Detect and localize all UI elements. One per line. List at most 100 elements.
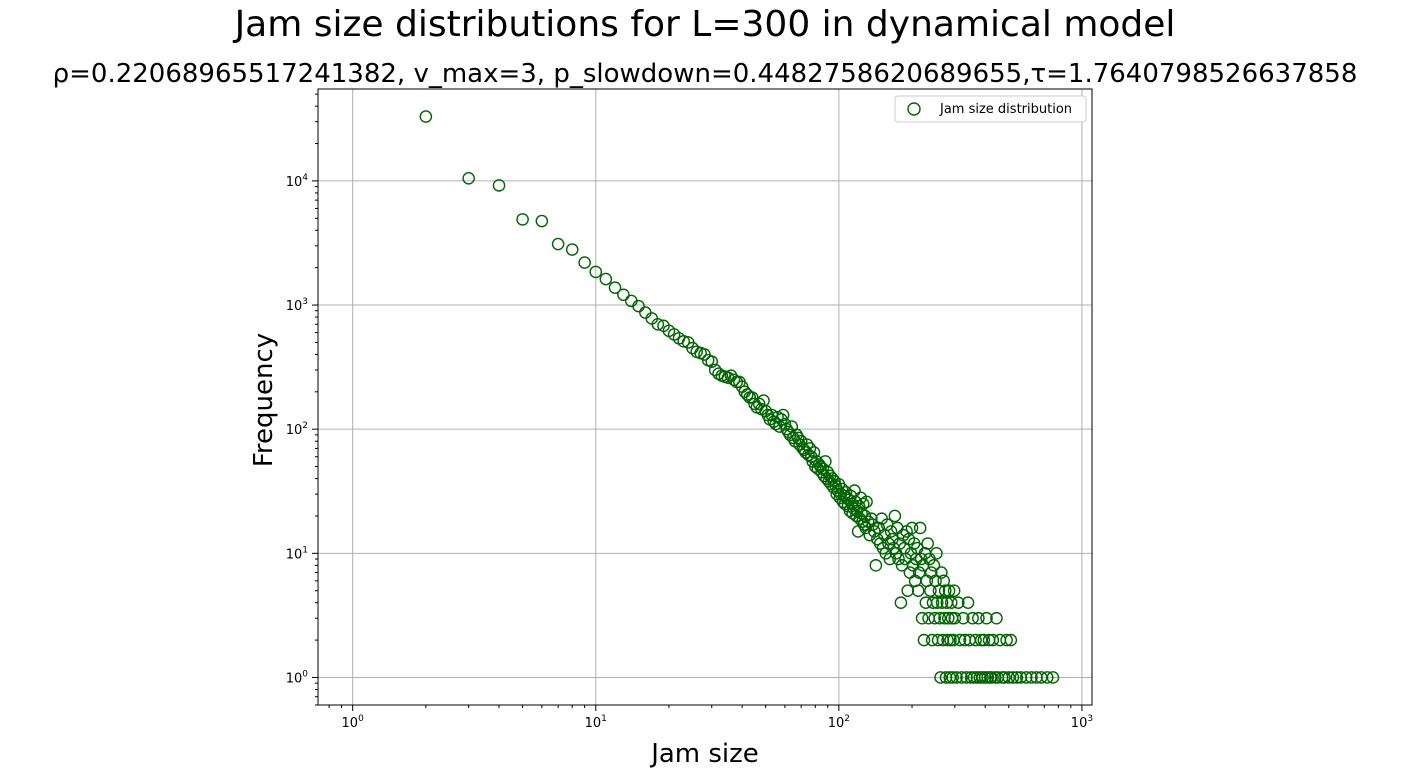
- data-point: [516, 213, 529, 226]
- data-point: [952, 596, 965, 610]
- legend: Jam size distribution: [894, 95, 1087, 123]
- data-point: [632, 299, 645, 313]
- data-point: [745, 391, 759, 404]
- data-point: [791, 431, 805, 445]
- data-point: [1002, 671, 1016, 684]
- y-axis-label: Frequency: [249, 333, 279, 467]
- data-point: [860, 495, 873, 509]
- y-tick-label: 102: [286, 421, 308, 438]
- x-tick-label: 100: [342, 714, 365, 731]
- data-point: [938, 584, 952, 597]
- data-point: [928, 611, 942, 625]
- data-point: [551, 237, 565, 251]
- data-point: [565, 243, 579, 256]
- data-point: [950, 671, 963, 684]
- legend-marker: [907, 102, 921, 116]
- data-point: [966, 611, 979, 625]
- data-point: [956, 611, 970, 625]
- data-point: [961, 596, 975, 610]
- data-point: [1006, 671, 1020, 684]
- data-point: [1000, 633, 1013, 647]
- data-point: [986, 633, 1000, 647]
- chart-subtitle: ρ=0.22068965517241382, v_max=3, p_slowdo…: [53, 59, 1358, 89]
- data-point: [651, 317, 665, 331]
- data-point: [1040, 671, 1054, 684]
- data-point: [1010, 671, 1024, 684]
- data-point: [980, 611, 993, 625]
- data-point: [912, 566, 926, 579]
- data-point: [589, 265, 603, 279]
- y-tick-label: 100: [286, 669, 309, 686]
- data-point: [608, 281, 622, 294]
- grid-lines: [318, 89, 1092, 705]
- x-axis-label: Jam size: [649, 739, 759, 769]
- data-point: [776, 408, 790, 422]
- plot-area-frame: [317, 88, 1093, 706]
- data-point: [990, 611, 1003, 625]
- data-point: [677, 335, 691, 348]
- data-point: [855, 507, 868, 520]
- data-point: [944, 633, 957, 647]
- data-point: [886, 532, 899, 546]
- data-point: [462, 171, 475, 185]
- data-point: [617, 288, 630, 302]
- data-point: [960, 671, 973, 684]
- data-point: [535, 214, 549, 228]
- data-point: [942, 584, 956, 597]
- data-point: [599, 272, 613, 286]
- data-point: [1019, 671, 1033, 684]
- legend-label: Jam size distribution: [939, 102, 1072, 117]
- data-point: [1004, 633, 1018, 647]
- data-point: [947, 584, 961, 597]
- data-point: [946, 671, 960, 684]
- data-point: [955, 671, 968, 684]
- y-tick-label: 104: [286, 173, 309, 190]
- data-point: [935, 566, 948, 579]
- data-point: [948, 611, 962, 625]
- data-points: [419, 110, 1060, 684]
- data-point: [935, 596, 949, 610]
- data-point: [917, 633, 931, 647]
- data-point: [578, 256, 591, 269]
- data-point: [905, 521, 919, 535]
- chart-title: Jam size distributions for L=300 in dyna…: [233, 4, 1176, 45]
- data-point: [869, 559, 883, 572]
- data-point: [913, 521, 927, 535]
- data-point: [942, 611, 955, 625]
- data-point: [938, 611, 951, 625]
- data-point: [926, 596, 940, 610]
- data-point: [934, 671, 947, 684]
- data-point: [941, 633, 954, 647]
- data-point: [800, 438, 814, 451]
- data-point: [930, 596, 944, 610]
- data-point: [993, 633, 1007, 647]
- data-point: [972, 611, 985, 625]
- data-point: [812, 458, 826, 471]
- data-point: [807, 446, 821, 459]
- data-point: [901, 584, 915, 597]
- data-point: [894, 596, 908, 610]
- data-point: [856, 497, 870, 511]
- data-point: [884, 525, 898, 538]
- x-tick-label: 103: [1071, 714, 1093, 731]
- data-point: [1046, 671, 1060, 684]
- x-tick-label: 101: [585, 714, 607, 731]
- data-point: [1025, 671, 1038, 684]
- data-point: [933, 611, 947, 625]
- data-point: [803, 442, 817, 455]
- data-point: [892, 552, 905, 566]
- y-tick-label: 103: [286, 297, 308, 314]
- data-point: [937, 574, 951, 588]
- y-tick-label: 101: [286, 545, 308, 562]
- data-point: [921, 537, 935, 550]
- data-point: [936, 633, 950, 647]
- data-point: [492, 179, 506, 192]
- data-point: [639, 306, 652, 319]
- x-tick-label: 102: [828, 714, 850, 731]
- data-point: [969, 633, 982, 647]
- data-point: [930, 547, 943, 560]
- data-point: [705, 355, 719, 368]
- data-point: [727, 373, 741, 387]
- data-point: [866, 518, 880, 532]
